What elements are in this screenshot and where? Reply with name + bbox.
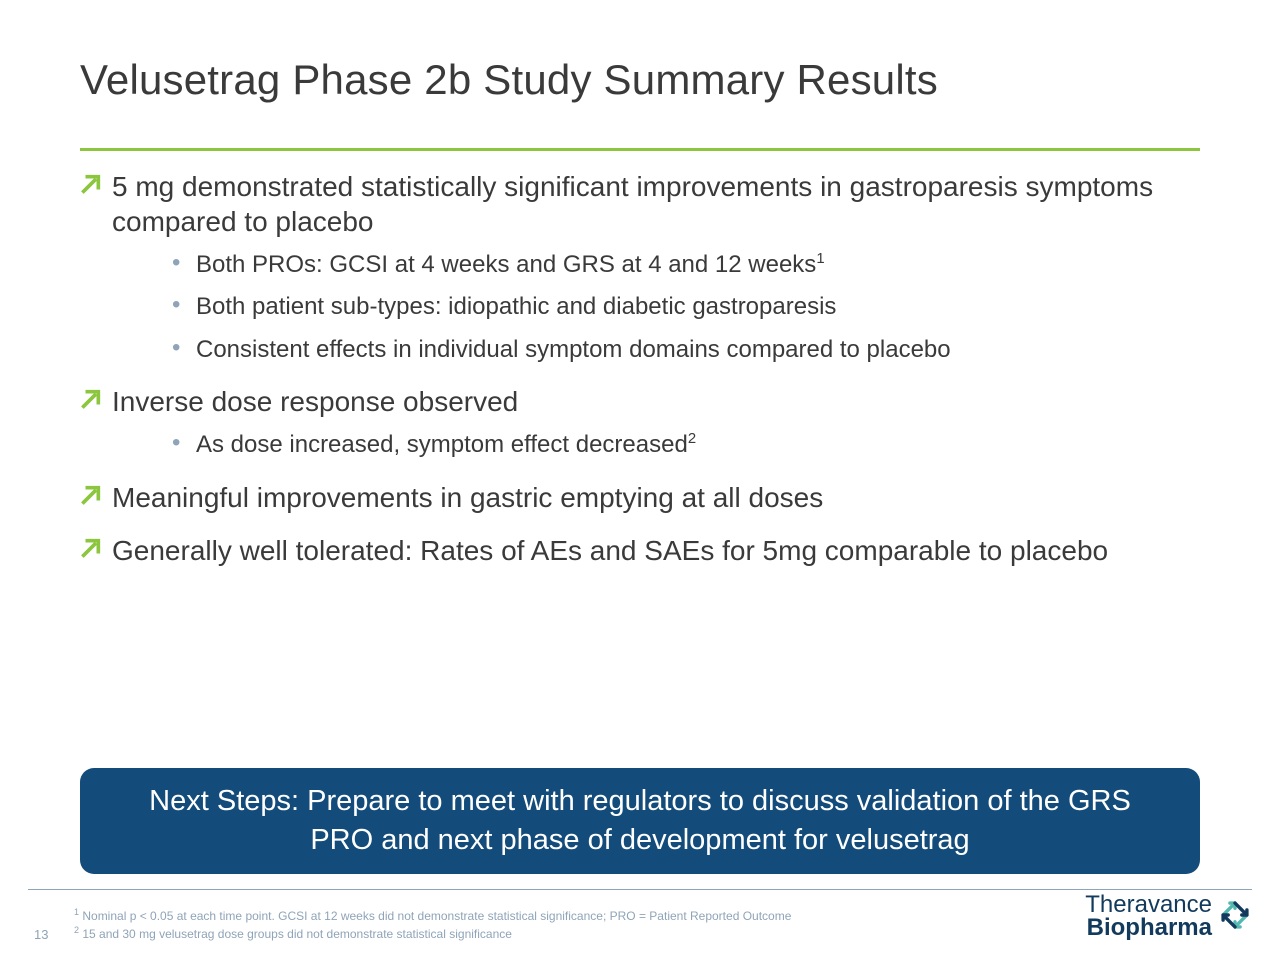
- arrow-icon: [80, 537, 112, 564]
- logo-mark-icon: [1218, 898, 1252, 937]
- arrow-icon: [80, 484, 112, 511]
- bullet-text: 5 mg demonstrated statistically signific…: [112, 169, 1200, 239]
- title-underline: [80, 148, 1200, 151]
- dot-icon: •: [172, 431, 196, 455]
- bullet-level1: Generally well tolerated: Rates of AEs a…: [80, 533, 1200, 568]
- bullet-level2: • Consistent effects in individual sympt…: [172, 334, 1200, 366]
- bullet-text: Inverse dose response observed: [112, 384, 518, 419]
- content-area: 5 mg demonstrated statistically signific…: [80, 169, 1200, 568]
- bullet-level1: Meaningful improvements in gastric empty…: [80, 480, 1200, 515]
- logo-wordmark: Theravance Biopharma: [1085, 894, 1212, 940]
- footnote-line: 1 Nominal p < 0.05 at each time point. G…: [74, 906, 1085, 924]
- footnotes: 1 Nominal p < 0.05 at each time point. G…: [74, 906, 1085, 942]
- dot-icon: •: [172, 293, 196, 317]
- arrow-icon: [80, 173, 112, 200]
- arrow-icon: [80, 388, 112, 415]
- footnote-line: 2 15 and 30 mg velusetrag dose groups di…: [74, 924, 1085, 942]
- page-number: 13: [28, 927, 74, 942]
- bullet-level2: • As dose increased, symptom effect decr…: [172, 429, 1200, 461]
- dot-icon: •: [172, 251, 196, 275]
- sub-bullet-text: Both PROs: GCSI at 4 weeks and GRS at 4 …: [196, 249, 825, 281]
- sub-bullet-list: • As dose increased, symptom effect decr…: [172, 429, 1200, 461]
- next-steps-callout: Next Steps: Prepare to meet with regulat…: [80, 768, 1200, 874]
- slide: Velusetrag Phase 2b Study Summary Result…: [0, 0, 1280, 960]
- bullet-text: Meaningful improvements in gastric empty…: [112, 480, 823, 515]
- sub-bullet-text: Both patient sub-types: idiopathic and d…: [196, 291, 836, 323]
- bullet-level1: 5 mg demonstrated statistically signific…: [80, 169, 1200, 239]
- company-logo: Theravance Biopharma: [1085, 894, 1252, 942]
- bullet-level2: • Both patient sub-types: idiopathic and…: [172, 291, 1200, 323]
- bullet-level1: Inverse dose response observed: [80, 384, 1200, 419]
- sub-bullet-text: As dose increased, symptom effect decrea…: [196, 429, 696, 461]
- slide-title: Velusetrag Phase 2b Study Summary Result…: [80, 56, 1200, 104]
- bullet-text: Generally well tolerated: Rates of AEs a…: [112, 533, 1108, 568]
- dot-icon: •: [172, 336, 196, 360]
- sub-bullet-text: Consistent effects in individual symptom…: [196, 334, 951, 366]
- sub-bullet-list: • Both PROs: GCSI at 4 weeks and GRS at …: [172, 249, 1200, 366]
- bullet-level2: • Both PROs: GCSI at 4 weeks and GRS at …: [172, 249, 1200, 281]
- slide-footer: 13 1 Nominal p < 0.05 at each time point…: [28, 889, 1252, 942]
